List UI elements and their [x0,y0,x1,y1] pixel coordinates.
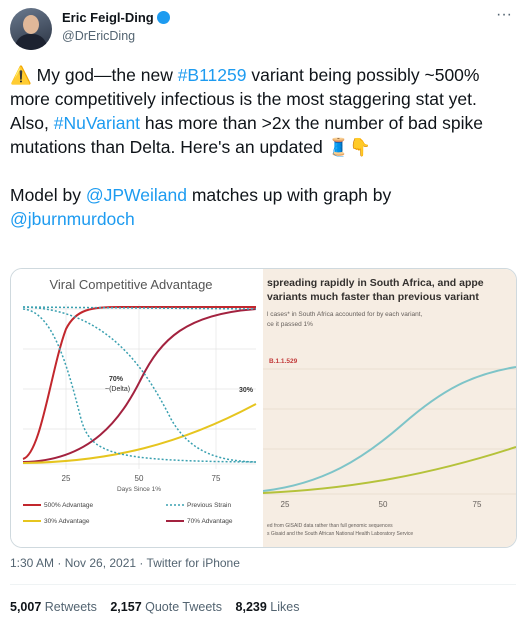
annotation: 70% [109,376,124,383]
image-bg [11,269,263,547]
curve [22,308,257,463]
x-tick-label: 25 [62,474,71,483]
headline: spreading rapidly in South Africa, and a… [267,277,484,289]
curve [22,403,257,464]
x-tick-label: 25 [281,500,290,509]
text: matches up with graph by [186,185,392,205]
text: has more than >2x the number of bad spik… [10,113,483,157]
text: variant being possibly ~500% more compet… [10,65,480,133]
subtitle: l cases* in South Africa accounted for b… [267,311,423,318]
legend-label: Previous Strain [187,502,231,509]
author-name[interactable]: Eric Feigl-Ding [62,10,154,25]
avatar[interactable] [10,8,52,50]
hashtag[interactable]: #B11259 [177,65,247,85]
stat-count: 5,007 [10,600,42,614]
divider [10,584,516,585]
stat-label: Quote Tweets [145,600,223,614]
author-handle[interactable]: @DrEricDing [62,29,136,43]
text: ⚠️ My god—the new [10,65,178,85]
legend-label: 70% Advantage [187,518,233,525]
legend-label: 30% Advantage [44,518,90,525]
more-menu[interactable]: ··· [496,6,512,23]
model-chart-image: Viral Competitive Advantage 70% ~(Delta)… [11,269,263,547]
hashtag[interactable]: #NuVariant [53,113,141,133]
x-axis-label: Days Since 1% [117,486,161,493]
stat-count: 2,157 [110,600,142,614]
headline: variants much faster than previous varia… [267,291,479,303]
paragraph: Model by @JPWeiland matches up with grap… [10,183,510,231]
ft-chart-image: spreading rapidly in South Africa, and a… [263,269,516,547]
source-note: s Gisaid and the South African National … [267,531,413,537]
curve [22,306,257,463]
x-tick-label: 50 [135,474,144,483]
stat[interactable]: 5,007 Retweets [10,600,97,614]
text: Model by [10,185,86,205]
verified-badge [156,11,170,24]
legend-label: 500% Advantage [44,502,94,509]
x-tick-label: 75 [212,474,221,483]
timestamp[interactable]: 1:30 AM · Nov 26, 2021 · Twitter for iPh… [10,556,240,570]
stat-label: Retweets [44,600,97,614]
media[interactable]: Viral Competitive Advantage 70% ~(Delta)… [10,268,517,548]
x-tick-label: 75 [473,500,482,509]
stat-count: 8,239 [235,600,267,614]
annotation: ~(Delta) [105,386,130,393]
curve [263,366,516,492]
subtitle: ce it passed 1% [267,321,313,328]
curve [22,308,257,463]
image-grid [263,368,516,495]
engagement: 5,007 Retweets 2,157 Quote Tweets 8,239 … [10,600,309,614]
mention[interactable]: @JPWeiland [85,185,187,205]
mention[interactable]: @jburnmurdoch [10,209,135,229]
annotation: 30% [239,387,254,394]
image-title: Viral Competitive Advantage [49,277,212,292]
x-tick-label: 50 [379,500,388,509]
author-name-row[interactable]: Eric Feigl-Ding [62,10,170,25]
stat[interactable]: 8,239 Likes [236,600,300,614]
tweet-text: ⚠️ My god—the new #B11259 variant being … [10,63,510,255]
paragraph: ⚠️ My god—the new #B11259 variant being … [10,63,510,159]
stat-label: Likes [270,600,300,614]
series-label: B.1.1.529 [269,358,298,365]
stat[interactable]: 2,157 Quote Tweets [110,600,222,614]
image-bg [263,269,516,547]
curve [263,446,516,494]
curve [22,306,257,310]
source-note: ed from GISAID data rather than full gen… [267,523,393,529]
